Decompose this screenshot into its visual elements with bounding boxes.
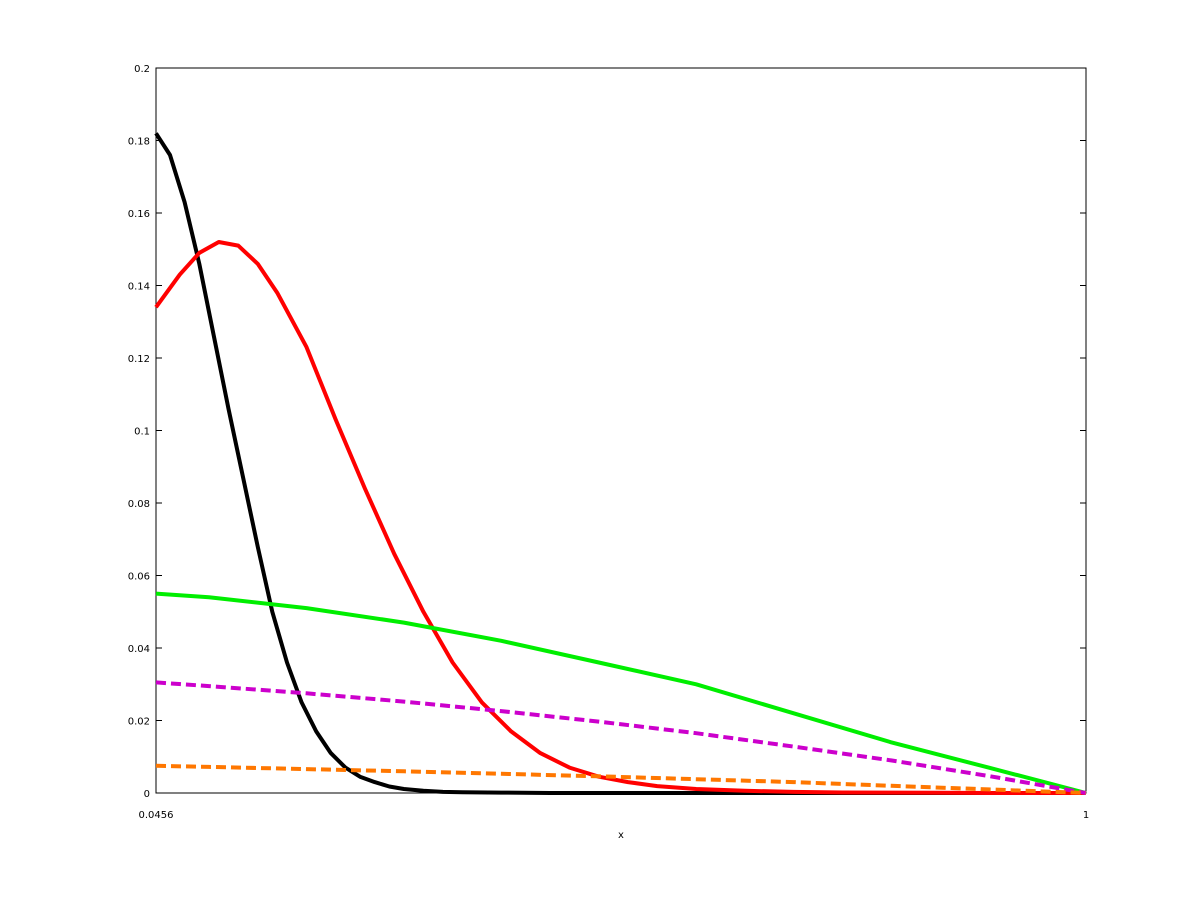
series-line-5 — [155, 763, 1087, 795]
series-line-4 — [155, 680, 1087, 795]
y-tick-label: 0.14 — [128, 282, 150, 293]
y-tick-label: 0.2 — [134, 64, 150, 75]
x-axis-label: x — [618, 830, 624, 841]
y-tick-label: 0.04 — [128, 644, 150, 655]
series-layer — [154, 132, 1087, 795]
y-tick-label: 0.12 — [128, 354, 150, 365]
y-tick-label: 0.08 — [128, 499, 150, 510]
plot-area — [155, 67, 1087, 794]
y-tick-label: 0.06 — [128, 572, 150, 583]
y-tick-label: 0.02 — [128, 717, 150, 728]
series-line-1 — [154, 132, 1086, 795]
y-axis-ticks: 0 0.02 0.04 0.06 0.08 0.1 0.12 0.14 0.16 0.18 0.2 — [128, 64, 1086, 800]
x-tick-label: 1 — [1083, 810, 1089, 821]
series-line-3 — [155, 591, 1087, 795]
y-tick-label: 0 — [144, 789, 150, 800]
x-tick-label: 0.0456 — [139, 810, 174, 821]
series-line-2 — [154, 240, 1086, 795]
y-tick-label: 0.1 — [134, 427, 150, 438]
y-tick-label: 0.16 — [128, 209, 150, 220]
y-tick-label: 0.18 — [128, 137, 150, 148]
